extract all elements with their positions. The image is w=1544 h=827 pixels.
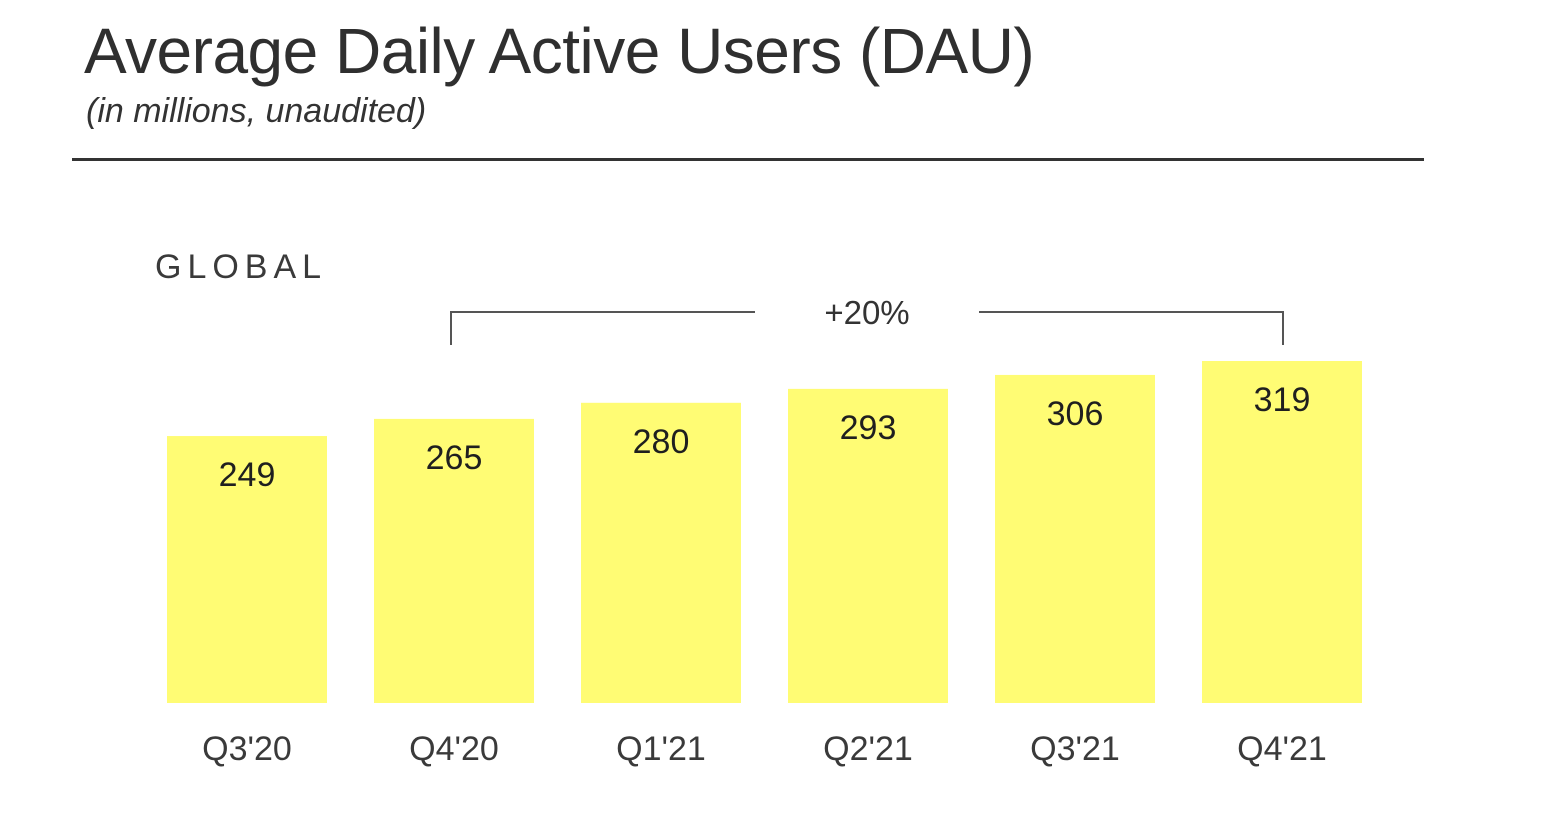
value-label-Q2'21: 293	[840, 409, 897, 447]
page-title: Average Daily Active Users (DAU)	[84, 15, 1035, 87]
x-tick-label-Q1'21: Q1'21	[616, 730, 706, 768]
x-tick-label-Q4'21: Q4'21	[1237, 730, 1327, 768]
value-label-Q3'20: 249	[219, 456, 276, 494]
growth-annotation: +20%	[450, 294, 1284, 345]
value-label-Q4'20: 265	[426, 439, 483, 477]
x-tick-label-Q3'20: Q3'20	[202, 730, 292, 768]
value-label-Q3'21: 306	[1047, 395, 1104, 433]
bar-Q3'20	[167, 436, 327, 703]
x-axis-labels: Q3'20 Q4'20 Q1'21 Q2'21 Q3'21 Q4'21	[202, 730, 1327, 768]
panel-label-global: GLOBAL	[155, 248, 327, 286]
x-tick-label-Q4'20: Q4'20	[409, 730, 499, 768]
value-labels: 249 265 280 293 306 319	[219, 381, 1311, 494]
bars	[167, 361, 1362, 703]
bar-Q1'21	[581, 402, 741, 703]
value-label-Q1'21: 280	[633, 423, 690, 461]
page-subtitle: (in millions, unaudited)	[86, 92, 427, 130]
bar-Q4'20	[374, 418, 534, 703]
growth-annotation-label: +20%	[824, 294, 909, 331]
bracket-left	[450, 311, 755, 345]
x-tick-label-Q3'21: Q3'21	[1030, 730, 1120, 768]
bar-Q4'21	[1202, 361, 1362, 703]
value-label-Q4'21: 319	[1254, 381, 1311, 419]
bar-Q2'21	[788, 388, 948, 703]
bar-Q3'21	[995, 374, 1155, 703]
x-tick-label-Q2'21: Q2'21	[823, 730, 913, 768]
bracket-right	[979, 311, 1284, 345]
title-divider	[72, 158, 1424, 161]
